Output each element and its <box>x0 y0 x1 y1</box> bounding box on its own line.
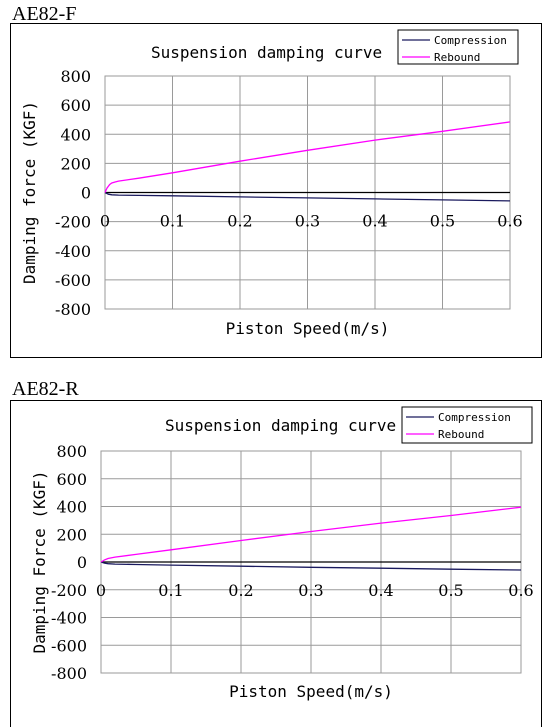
x-tick-label: 0.4 <box>368 581 393 600</box>
legend-box <box>401 406 533 444</box>
x-tick-label: 0.3 <box>298 581 323 600</box>
legend-box <box>397 29 519 65</box>
legend-label-rebound: Rebound <box>438 428 484 441</box>
series-line-compression <box>104 191 511 202</box>
x-tick-label: 0 <box>100 212 110 231</box>
y-tick-label: 800 <box>60 67 91 86</box>
x-tick-label: 0 <box>96 581 106 600</box>
chart-title: Suspension damping curve <box>165 416 396 435</box>
y-tick-label: -800 <box>51 664 87 683</box>
x-tick-label: 0.2 <box>228 581 253 600</box>
y-tick-label: 400 <box>60 125 91 144</box>
x-axis-title: Piston Speed(m/s) <box>229 682 393 701</box>
x-tick-label: 0.1 <box>158 581 183 600</box>
series-line-rebound <box>100 506 522 563</box>
x-tick-label: 0.5 <box>438 581 463 600</box>
y-tick-label: 400 <box>56 498 87 517</box>
y-tick-label: 800 <box>56 442 87 461</box>
chart-label-front: AE82-F <box>12 3 77 25</box>
chart-title: Suspension damping curve <box>151 43 382 62</box>
x-tick-label: 0.4 <box>362 212 387 231</box>
y-tick-label: -600 <box>51 636 87 655</box>
x-tick-label: 0.1 <box>160 212 185 231</box>
y-tick-label: -600 <box>55 271 91 290</box>
y-tick-label: -400 <box>55 242 91 261</box>
y-tick-label: 200 <box>56 525 87 544</box>
x-tick-label: 0.5 <box>430 212 455 231</box>
legend-label-compression: Compression <box>438 411 511 424</box>
chart-rear: 800 600 400 200 0 -200 -400 -600 -800 0 0.1 0.2 0.3 0… <box>10 400 542 727</box>
y-tick-label: 200 <box>60 154 91 173</box>
chart-front: 800 600 400 200 0 -200 -400 -600 -800 0 0.1 0.2 0.3 0… <box>10 23 542 358</box>
x-axis-title: Piston Speed(m/s) <box>226 319 390 338</box>
y-tick-label: 600 <box>60 96 91 115</box>
x-tick-label: 0.6 <box>497 212 522 231</box>
legend-label-rebound: Rebound <box>434 51 480 64</box>
y-tick-label: 600 <box>56 470 87 489</box>
x-tick-label: 0.6 <box>508 581 533 600</box>
y-tick-label: 0 <box>77 553 87 572</box>
y-tick-label: -800 <box>55 300 91 319</box>
y-axis-title: Damping force (KGF) <box>20 101 39 284</box>
series-line-rebound <box>104 121 511 193</box>
series-line-compression <box>100 561 522 571</box>
y-axis-title: Damping Force (KGF) <box>30 470 49 653</box>
chart-rear-svg: 800 600 400 200 0 -200 -400 -600 -800 0 0.1 0.2 0.3 0… <box>30 406 534 701</box>
y-tick-label: 0 <box>81 184 91 203</box>
x-tick-label: 0.3 <box>295 212 320 231</box>
chart-front-svg: 800 600 400 200 0 -200 -400 -600 -800 0 0.1 0.2 0.3 0… <box>20 29 523 338</box>
legend-label-compression: Compression <box>434 34 507 47</box>
y-tick-label: -200 <box>55 213 91 232</box>
x-tick-label: 0.2 <box>227 212 252 231</box>
chart-label-rear: AE82-R <box>12 378 79 400</box>
y-tick-label: -400 <box>51 609 87 628</box>
y-tick-label: -200 <box>51 581 87 600</box>
